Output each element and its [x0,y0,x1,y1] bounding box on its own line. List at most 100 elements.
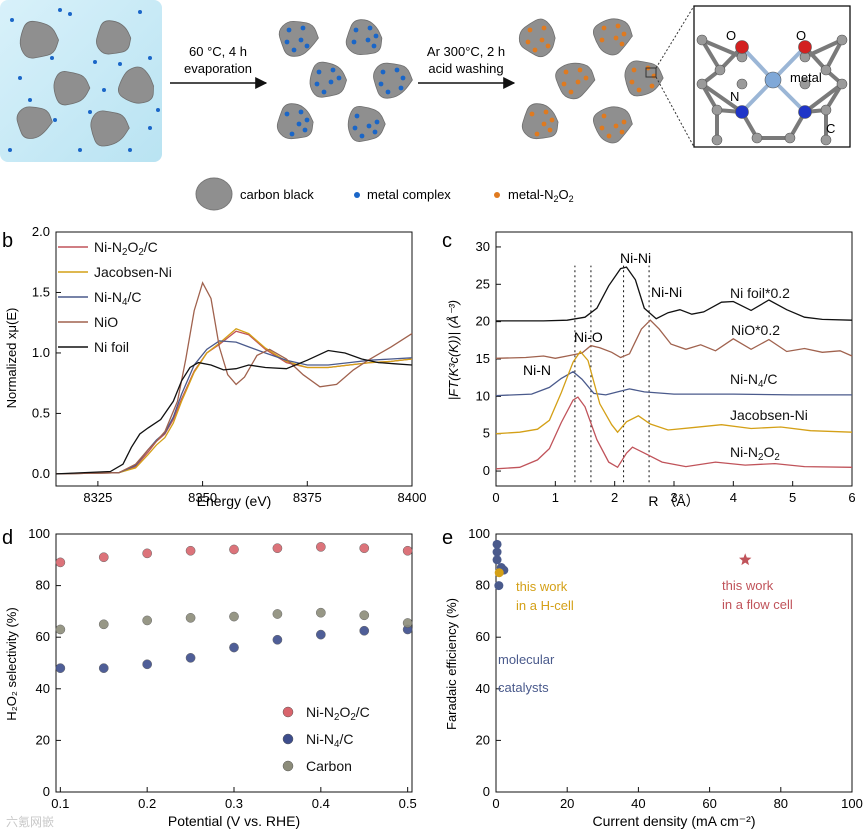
legend-label-d: Carbon [306,758,352,774]
metal-complex-dot [300,25,306,31]
metal-complex-dot [400,75,406,81]
metal-n2o2-dot [534,131,540,137]
metal-complex-dot [58,8,62,12]
scatter-point-carbon [402,618,413,628]
xtick-label-b: 8375 [293,490,322,505]
ytick-label-c: 30 [476,239,490,254]
carbon-particle [90,110,130,147]
scatter-point-molecular-catalysts [492,547,502,557]
metal-complex-dot [128,148,132,152]
xtick-label-b: 8325 [83,490,112,505]
scatter-point-ni-n2o2-c [55,557,66,568]
label-flow-2: in a flow cell [722,597,793,612]
metal-n2o2-dot [563,69,569,75]
series-label-c: Jacobsen-Ni [730,407,808,423]
impregnated-particles [276,19,413,142]
oxygen-atom [735,40,749,54]
xtick-label-b: 8400 [398,490,427,505]
carbon-atom [736,78,748,90]
legend-swatch-d [282,706,294,718]
atom-label-o2: O [796,28,806,43]
metal-complex-dot [354,113,360,119]
carbon-atom [820,64,832,76]
metal-n2o2-dot [631,67,637,73]
step2-process: acid washing [428,61,503,76]
ytick-label-d: 80 [36,578,50,593]
ytick-label-d: 20 [36,732,50,747]
series-line-c-nio*0-2 [495,319,853,359]
xlabel-d: Potential (V vs. RHE) [168,813,300,829]
metal-complex-dot [78,148,82,152]
metal-complex-dot [314,81,320,87]
metal-complex-dot [284,39,290,45]
watermark: 六氪网嵌 [6,814,54,829]
metal-complex-dot [398,85,404,91]
xtick-label-d: 0.3 [225,796,243,811]
metal-n2o2-dot [613,123,619,129]
carbon-particle [592,106,633,144]
xtick-label-c: 6 [848,490,855,505]
metal-complex-dot [351,39,357,45]
metal-n2o2-dot [621,119,627,125]
xtick-label-d: 0.5 [399,796,417,811]
metal-complex-dot [378,81,384,87]
metal-n2o2-dot [615,23,621,29]
scatter-point-carbon [55,624,66,635]
metal-n2o2-dot [527,27,533,33]
panel-label-d: d [2,527,13,549]
series-line-nio [55,281,413,475]
metal-complex-dot [118,62,122,66]
bond [700,82,744,114]
series-labels-c: Ni foil*0.2 NiO*0.2 Ni-N4/C Jacobsen-Ni Ni-N… [730,285,808,463]
metal-n2o2-structure [696,34,848,146]
metal-n2o2-dot [532,47,538,53]
metal-n2o2-dot [549,117,555,123]
metal-complex-dot [18,76,22,80]
scatter-point-ni-n4-c [315,629,326,640]
ytick-label-b: 0.0 [32,466,50,481]
scatter-point-ni-n2o2-c [359,543,370,554]
ytick-label-c: 15 [476,351,490,366]
atom-label-c: C [826,121,835,136]
bond [824,39,844,71]
metal-complex-dot [286,27,292,33]
ytick-label-e: 20 [476,732,490,747]
series-line-c-ni-n4-c [495,370,852,397]
metal-n2o2-dot [525,39,531,45]
metal-complex-dot [50,56,54,60]
scatter-point-carbon [359,610,370,621]
xtick-label-e: 100 [841,796,863,811]
carbon-particle [19,20,59,59]
xtick-label-e: 60 [702,796,716,811]
ytick-label-b: 1.0 [32,345,50,360]
ylabel-b: Normalized xμ(E) [4,308,19,409]
ytick-label-c: 0 [483,463,490,478]
legend-complex-swatch [354,192,360,198]
axis-ticks-d: 0.1 0.2 0.3 0.4 0.5 0 20 40 60 80 100 [28,526,416,811]
metal-complex-dot [321,89,327,95]
ytick-label-e: 60 [476,629,490,644]
carbon-particle [16,106,53,139]
metal-atom [764,71,782,89]
ytick-label-b: 2.0 [32,224,50,239]
metal-complex-dot [28,98,32,102]
metal-complex-dot [148,126,152,130]
carbon-atom [696,78,708,90]
panel-label-b: b [2,230,13,252]
metal-n2o2-dot [619,41,625,47]
scatter-points-e [492,539,752,591]
metal-n2o2-dot [541,121,547,127]
metal-n2o2-dot [539,37,545,43]
scatter-points-d [55,542,413,674]
scatter-point-carbon [142,615,153,626]
metal-complex-dot [284,111,290,117]
label-hcell-1: this work [516,579,568,594]
xtick-label-c: 2 [611,490,618,505]
legend-label-b: Ni-N2O2/C [94,239,158,258]
ytick-label-d: 100 [28,526,50,541]
metal-n2o2-dot [568,89,574,95]
legend-swatch-d [282,760,294,772]
xtick-label-e: 20 [560,796,574,811]
scatter-point-ni-n2o2-c [402,545,413,556]
scatter-point-ni-n4-c [229,642,239,653]
